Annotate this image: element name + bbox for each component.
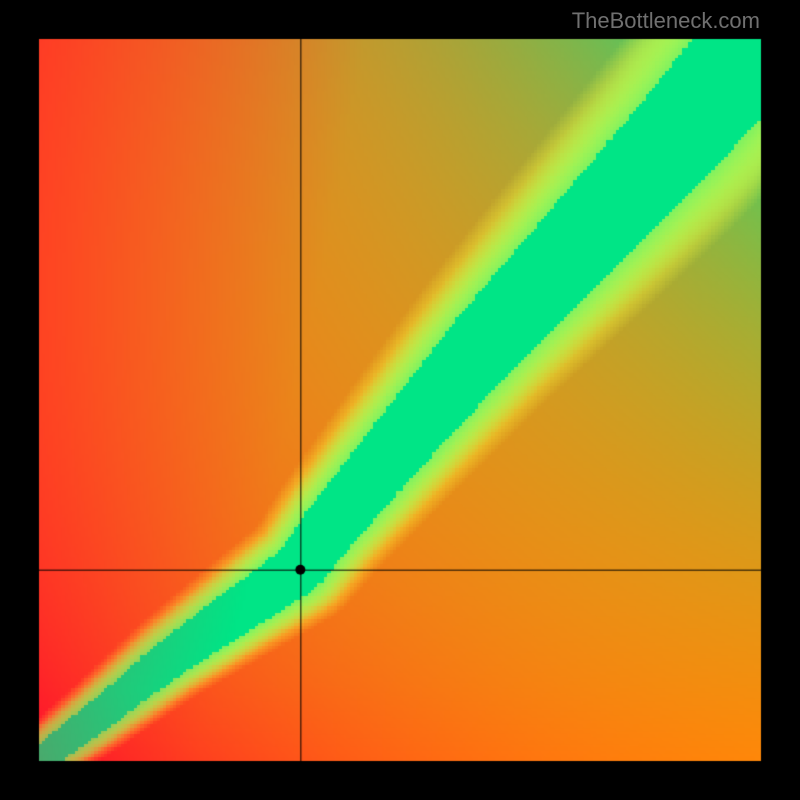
watermark-text: TheBottleneck.com (572, 8, 760, 34)
heatmap-canvas (0, 0, 800, 800)
chart-container: TheBottleneck.com (0, 0, 800, 800)
